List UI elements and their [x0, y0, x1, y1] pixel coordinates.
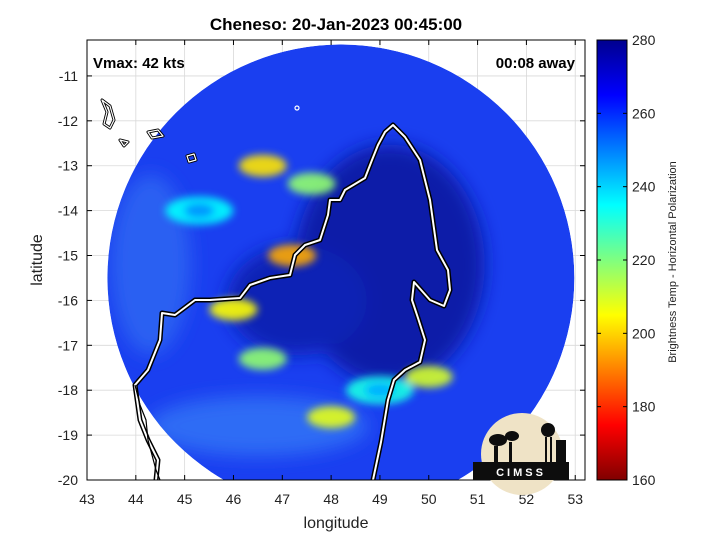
chart-title: Cheneso: 20-Jan-2023 00:45:00 [210, 15, 462, 34]
colorbar-tick-label: 280 [632, 32, 656, 48]
x-axis-label: longitude [304, 515, 369, 532]
y-tick-label: -11 [59, 68, 78, 84]
y-tick-label: -19 [58, 427, 78, 443]
convective-core [183, 202, 215, 219]
x-tick-label: 50 [421, 491, 437, 507]
y-axis-label: latitude [29, 234, 46, 286]
colorbar-tick-label: 220 [632, 252, 656, 268]
x-tick-label: 44 [128, 491, 144, 507]
convective-feature [238, 347, 287, 370]
y-tick-label: -14 [58, 203, 78, 219]
y-axis: -11 -12 -13 -14 -15 -16 -17 -18 -19 -20 [58, 68, 585, 488]
colorbar-tick-label: 160 [632, 472, 656, 488]
swath-dark-region [226, 245, 367, 356]
colorbar-ticks: 280 260 240 220 200 180 160 [597, 32, 656, 488]
x-tick-label: 43 [79, 491, 95, 507]
x-tick-label: 45 [177, 491, 193, 507]
x-tick-label: 53 [567, 491, 583, 507]
swath-image [107, 44, 575, 480]
x-tick-label: 51 [470, 491, 486, 507]
x-tick-label: 47 [275, 491, 291, 507]
coastline-islet [294, 105, 300, 111]
colorbar-tick-label: 260 [632, 105, 656, 121]
x-axis: 43 44 45 46 47 48 49 50 51 52 53 [79, 40, 583, 507]
y-tick-label: -20 [58, 472, 78, 488]
x-tick-label: 49 [372, 491, 388, 507]
y-tick-label: -17 [58, 337, 78, 353]
x-tick-label: 52 [519, 491, 535, 507]
coastline-comoros-3w [119, 139, 129, 147]
coastline [100, 98, 453, 480]
convective-feature [209, 298, 258, 321]
coastline-africa [134, 384, 161, 480]
coastline-madagascar [134, 124, 451, 480]
y-tick-label: -15 [58, 248, 78, 264]
axes-box [86, 39, 586, 481]
x-tick-label: 46 [226, 491, 242, 507]
y-tick-label: -16 [58, 292, 78, 308]
colorbar-tick-label: 200 [632, 325, 656, 341]
x-tick-label: 48 [323, 491, 339, 507]
convective-feature [268, 244, 317, 267]
coastline-comoros-1w [101, 99, 115, 129]
vmax-annotation: Vmax: 42 kts [93, 55, 185, 72]
convective-feature [287, 172, 336, 195]
y-tick-label: -12 [58, 113, 78, 129]
cimss-logo: CIMSS [473, 413, 569, 495]
coastline-mayotte-w [186, 153, 197, 163]
colorbar-tick-label: 240 [632, 179, 656, 195]
convective-feature [307, 406, 356, 429]
time-offset-annotation: 00:08 away [496, 55, 576, 72]
logo-text: CIMSS [496, 467, 546, 479]
coastline-comoros-2w [147, 129, 164, 139]
y-tick-label: -18 [58, 382, 78, 398]
colorbar-tick-label: 180 [632, 399, 656, 415]
convective-feature [238, 154, 287, 177]
convective-feature [404, 365, 453, 388]
colorbar [596, 39, 628, 481]
colorbar-label: Brightness Temp - Horizontal Polarizatio… [667, 161, 679, 363]
y-tick-label: -13 [58, 158, 78, 174]
swath-ocean-region [110, 174, 191, 355]
